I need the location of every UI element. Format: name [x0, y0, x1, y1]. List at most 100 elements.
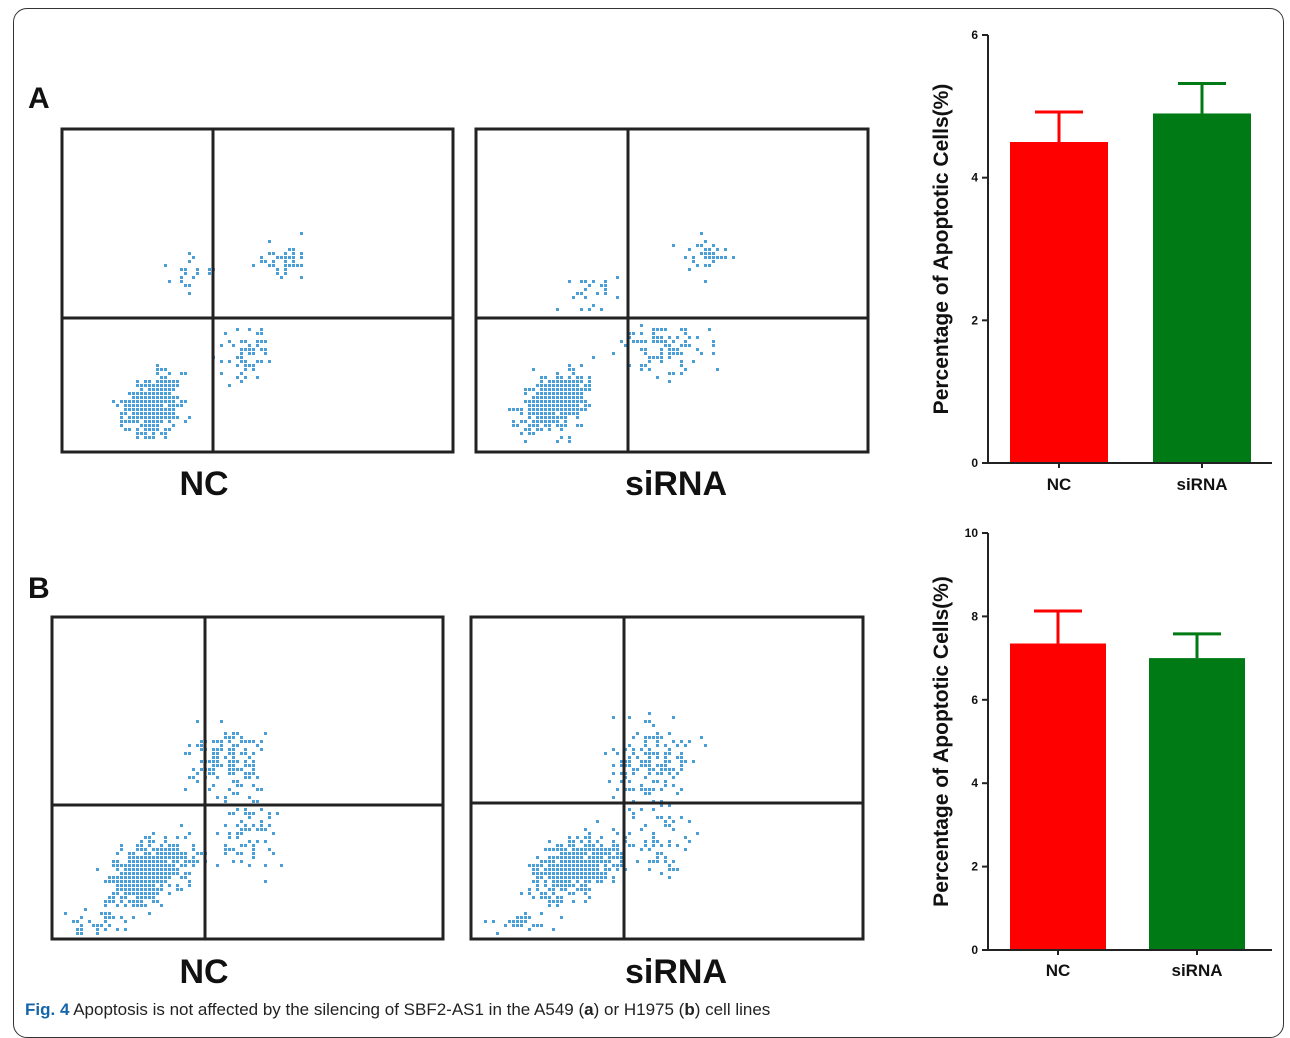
scatter-point: [260, 360, 263, 363]
scatter-point: [112, 860, 115, 863]
scatter-point: [124, 872, 127, 875]
scatter-point: [580, 856, 583, 859]
scatter-point: [604, 280, 607, 283]
scatter-point: [184, 272, 187, 275]
scatter-point: [660, 356, 663, 359]
scatter-point: [588, 284, 591, 287]
scatter-point: [144, 420, 147, 423]
scatter-point: [548, 388, 551, 391]
scatter-point: [580, 396, 583, 399]
flow-frame-b-sirna: [469, 615, 865, 941]
scatter-point: [544, 388, 547, 391]
scatter-point: [292, 260, 295, 263]
scatter-point: [128, 416, 131, 419]
scatter-point: [548, 900, 551, 903]
scatter-point: [148, 856, 151, 859]
scatter-point: [620, 760, 623, 763]
scatter-point: [532, 864, 535, 867]
scatter-point: [136, 872, 139, 875]
scatter-point: [560, 376, 563, 379]
scatter-point: [640, 848, 643, 851]
scatter-point: [576, 872, 579, 875]
scatter-point: [104, 900, 107, 903]
scatter-point: [136, 416, 139, 419]
scatter-point: [536, 868, 539, 871]
scatter-point: [556, 416, 559, 419]
scatter-point: [148, 388, 151, 391]
scatter-point: [156, 900, 159, 903]
scatter-point: [244, 812, 247, 815]
scatter-point: [580, 280, 583, 283]
scatter-point: [560, 416, 563, 419]
scatter-point: [156, 428, 159, 431]
scatter-point: [224, 732, 227, 735]
scatter-point: [560, 848, 563, 851]
scatter-point: [544, 860, 547, 863]
scatter-point: [148, 384, 151, 387]
scatter-point: [520, 432, 523, 435]
scatter-point: [540, 428, 543, 431]
scatter-point: [572, 400, 575, 403]
scatter-point: [256, 788, 259, 791]
scatter-point: [188, 752, 191, 755]
scatter-point: [572, 844, 575, 847]
scatter-point: [556, 408, 559, 411]
scatter-point: [588, 896, 591, 899]
scatter-point: [516, 924, 519, 927]
scatter-point: [140, 384, 143, 387]
scatter-point: [236, 760, 239, 763]
scatter-point: [512, 920, 515, 923]
scatter-point: [572, 868, 575, 871]
scatter-point: [76, 928, 79, 931]
scatter-point: [532, 924, 535, 927]
scatter-point: [164, 856, 167, 859]
scatter-point: [572, 412, 575, 415]
scatter-point: [156, 876, 159, 879]
scatter-point: [160, 376, 163, 379]
scatter-point: [552, 404, 555, 407]
scatter-point: [248, 328, 251, 331]
scatter-point: [264, 864, 267, 867]
scatter-point: [124, 864, 127, 867]
scatter-point: [236, 852, 239, 855]
scatter-point: [188, 284, 191, 287]
scatter-point: [152, 864, 155, 867]
scatter-point: [560, 860, 563, 863]
scatter-point: [508, 408, 511, 411]
scatter-point: [644, 792, 647, 795]
scatter-point: [544, 848, 547, 851]
scatter-point: [676, 772, 679, 775]
scatter-point: [644, 788, 647, 791]
scatter-point: [264, 840, 267, 843]
scatter-point: [696, 336, 699, 339]
scatter-point: [152, 892, 155, 895]
scatter-point: [152, 832, 155, 835]
scatter-point: [576, 836, 579, 839]
scatter-point: [212, 756, 215, 759]
scatter-point: [584, 884, 587, 887]
scatter-point: [664, 344, 667, 347]
scatter-point: [288, 248, 291, 251]
caption-text-2: ) or H1975 (: [593, 1000, 685, 1019]
scatter-point: [572, 876, 575, 879]
scatter-point: [140, 396, 143, 399]
scatter-point: [164, 396, 167, 399]
scatter-point: [128, 856, 131, 859]
scatter-point: [208, 772, 211, 775]
flow-frame-b-nc: [50, 615, 445, 941]
scatter-point: [228, 848, 231, 851]
scatter-point: [176, 396, 179, 399]
scatter-point: [628, 844, 631, 847]
scatter-point: [128, 404, 131, 407]
scatter-point: [556, 400, 559, 403]
scatter-point: [652, 752, 655, 755]
scatter-point: [660, 736, 663, 739]
scatter-point: [532, 880, 535, 883]
scatter-point: [252, 768, 255, 771]
scatter-point: [168, 412, 171, 415]
scatter-point: [668, 772, 671, 775]
scatter-point: [612, 764, 615, 767]
scatter-point: [168, 384, 171, 387]
scatter-point: [164, 864, 167, 867]
scatter-point: [124, 880, 127, 883]
